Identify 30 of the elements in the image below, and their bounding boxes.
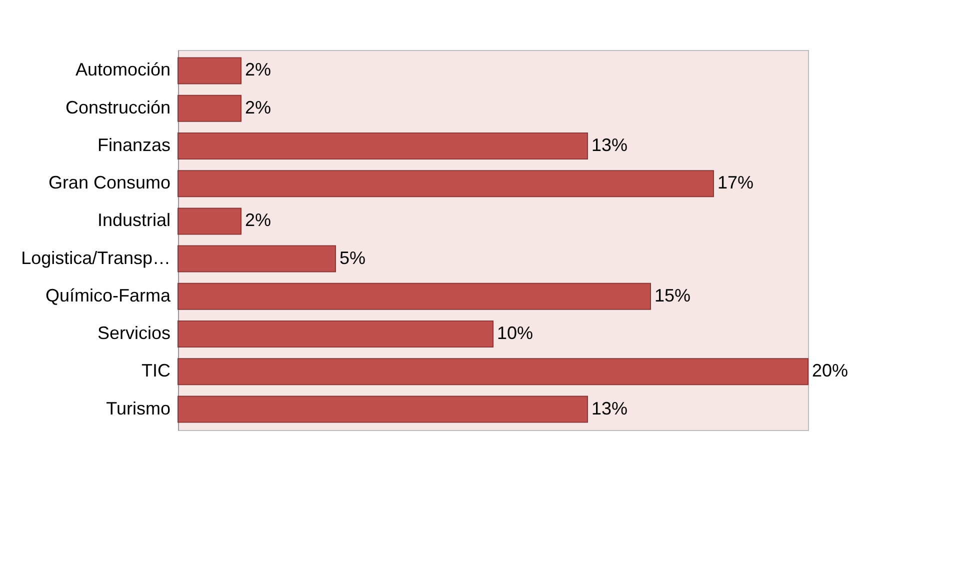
- y-tick-label: Químico-Farma: [45, 285, 172, 306]
- data-label: 5%: [340, 248, 366, 268]
- data-label: 2%: [245, 60, 272, 80]
- y-tick-label: Gran Consumo: [48, 172, 170, 193]
- y-tick-label: Turismo: [106, 398, 170, 418]
- y-tick-label: Construcción: [65, 97, 170, 118]
- bar: [178, 170, 714, 198]
- y-tick-label: TIC: [142, 360, 170, 381]
- bar: [178, 320, 494, 348]
- data-label: 2%: [245, 210, 272, 230]
- data-label: 15%: [654, 285, 691, 306]
- data-label: 2%: [245, 97, 272, 118]
- y-tick-label: Industrial: [97, 210, 170, 230]
- bar: [178, 94, 242, 122]
- bar: [178, 358, 808, 386]
- y-tick-label: Logistica/Transp…: [21, 248, 170, 268]
- bar: [178, 245, 336, 272]
- y-tick-label: Servicios: [97, 323, 170, 344]
- data-label: 13%: [592, 134, 628, 155]
- data-label: 13%: [592, 398, 628, 418]
- bar: [178, 282, 651, 310]
- bar: [178, 132, 588, 160]
- data-label: 10%: [497, 323, 534, 344]
- data-label: 17%: [718, 172, 754, 193]
- bar: [178, 208, 242, 235]
- y-tick-label: Automoción: [75, 60, 170, 80]
- bar: [178, 57, 242, 84]
- y-tick-label: Finanzas: [97, 134, 170, 155]
- data-label: 20%: [812, 360, 848, 381]
- bar: [178, 396, 588, 423]
